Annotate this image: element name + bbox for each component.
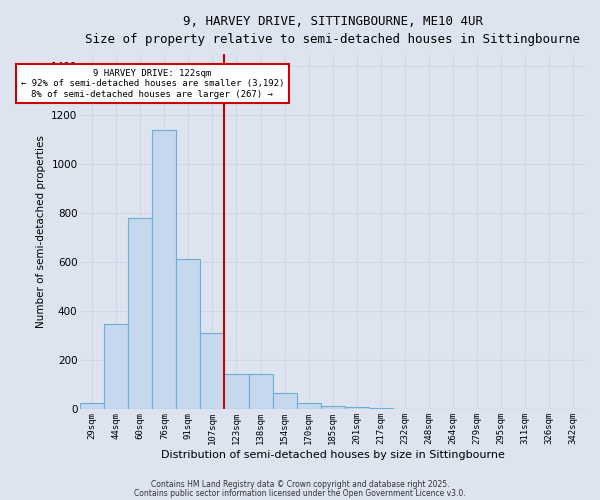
Bar xyxy=(176,258,200,410)
Bar xyxy=(200,334,224,409)
Text: Contains HM Land Registry data © Crown copyright and database right 2025.: Contains HM Land Registry data © Crown c… xyxy=(151,480,449,489)
Y-axis label: Number of semi-detached properties: Number of semi-detached properties xyxy=(35,136,46,328)
Bar xyxy=(344,407,368,410)
Bar xyxy=(248,374,272,410)
Bar xyxy=(320,406,344,409)
Bar xyxy=(128,218,152,410)
Bar xyxy=(224,374,248,410)
Bar xyxy=(296,404,320,409)
Bar xyxy=(368,408,393,410)
Bar xyxy=(104,324,128,410)
X-axis label: Distribution of semi-detached houses by size in Sittingbourne: Distribution of semi-detached houses by … xyxy=(161,450,505,460)
Bar xyxy=(152,130,176,409)
Title: 9, HARVEY DRIVE, SITTINGBOURNE, ME10 4UR
Size of property relative to semi-detac: 9, HARVEY DRIVE, SITTINGBOURNE, ME10 4UR… xyxy=(85,15,580,46)
Bar xyxy=(272,394,296,409)
Text: 9 HARVEY DRIVE: 122sqm
← 92% of semi-detached houses are smaller (3,192)
8% of s: 9 HARVEY DRIVE: 122sqm ← 92% of semi-det… xyxy=(20,69,284,98)
Bar xyxy=(80,404,104,409)
Text: Contains public sector information licensed under the Open Government Licence v3: Contains public sector information licen… xyxy=(134,488,466,498)
